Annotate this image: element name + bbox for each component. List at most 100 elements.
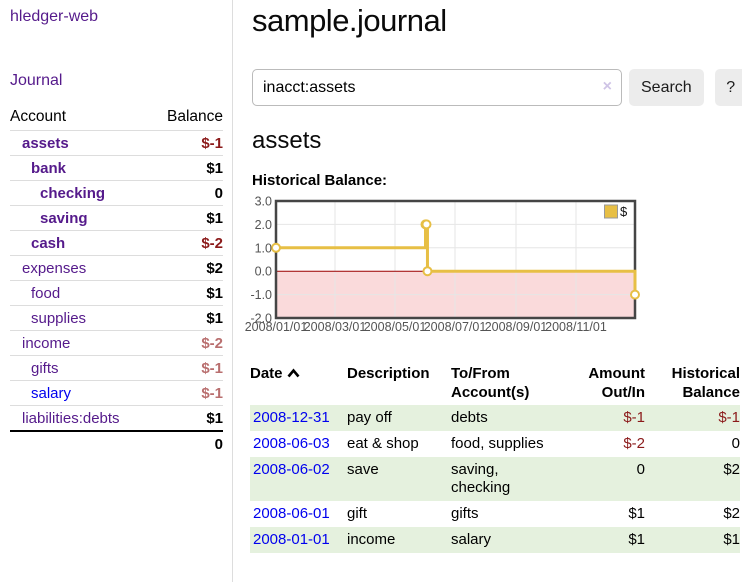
svg-text:2008/03/01: 2008/03/01 [304,320,367,334]
search-form: × Search ? [252,69,742,106]
account-row: supplies $1 [10,305,223,331]
account-balance: $-1 [150,380,223,406]
app-brand-link[interactable]: hledger-web [10,8,99,25]
search-input[interactable] [252,69,622,106]
transaction-accounts: food, supplies [451,435,544,452]
account-balance: $-1 [150,130,223,156]
transaction-balance: $1 [723,531,740,548]
transaction-date-link[interactable]: 2008-01-01 [253,531,330,548]
account-link-bank[interactable]: bank [31,159,67,177]
account-link-salary[interactable]: salary [31,384,72,402]
transaction-amount: $1 [628,531,645,548]
accounts-header-balance: Balance [166,108,223,125]
accounts-header-account: Account [10,108,67,125]
account-row: bank $1 [10,155,223,181]
account-balance: $2 [150,255,223,281]
clear-search-icon[interactable]: × [602,78,612,95]
column-header-description: Description [347,365,430,382]
account-row: gifts $-1 [10,355,223,381]
account-link-saving[interactable]: saving [40,209,88,227]
transactions-table: Date Description To/From Account(s) Amou… [250,361,740,553]
transaction-date-link[interactable]: 2008-06-02 [253,461,330,478]
accounts-total-row: 0 [10,430,223,456]
svg-text:1.0: 1.0 [255,241,272,255]
svg-text:2008/09/01: 2008/09/01 [485,320,548,334]
svg-text:2008/01/01: 2008/01/01 [245,320,307,334]
svg-text:-2.0: -2.0 [250,312,272,326]
transaction-row[interactable]: 2008-01-01 income salary $1 $1 [250,527,740,553]
transaction-accounts: gifts [451,505,479,522]
transaction-row[interactable]: 2008-12-31 pay off debts $-1 $-1 [250,405,740,431]
account-row: cash $-2 [10,230,223,256]
account-link-checking[interactable]: checking [40,184,106,202]
chart-label: Historical Balance: [252,172,388,189]
transaction-row[interactable]: 2008-06-03 eat & shop food, supplies $-2… [250,431,740,457]
account-balance: $1 [150,155,223,181]
transaction-description: gift [347,505,368,522]
column-header-date[interactable]: Date [250,361,347,405]
main-content: sample.journal × Search ? assets Histori… [233,0,742,582]
transaction-amount: $-1 [623,409,645,426]
transaction-description: income [347,531,396,548]
transaction-accounts: debts [451,409,488,426]
transaction-row[interactable]: 2008-06-01 gift gifts $1 $2 [250,501,740,527]
transaction-balance: $-1 [718,409,740,426]
transaction-accounts: salary [451,531,492,548]
svg-text:2008/07/01: 2008/07/01 [424,320,487,334]
account-link-income[interactable]: income [22,334,71,352]
page-title: sample.journal [252,3,447,38]
svg-text:2008/05/01: 2008/05/01 [364,320,427,334]
account-row: checking 0 [10,180,223,206]
account-row: assets $-1 [10,130,223,156]
account-link-gifts[interactable]: gifts [31,359,59,377]
transaction-description: save [347,461,379,478]
account-row: expenses $2 [10,255,223,281]
transaction-amount: $1 [628,505,645,522]
account-row: liabilities:debts $1 [10,405,223,431]
account-balance: $1 [150,405,223,431]
account-balance: $-1 [150,355,223,381]
sort-ascending-icon [283,365,300,382]
account-link-expenses[interactable]: expenses [22,259,87,277]
account-balance: $1 [150,305,223,331]
account-link-supplies[interactable]: supplies [31,309,87,327]
account-link-food[interactable]: food [31,284,61,302]
transaction-balance: 0 [731,435,740,452]
svg-text:2008/11/01: 2008/11/01 [545,320,607,334]
svg-text:0.0: 0.0 [255,265,272,279]
transaction-date-link[interactable]: 2008-06-01 [253,505,330,522]
column-header-accounts: To/From Account(s) [451,365,530,401]
account-balance: $-2 [150,330,223,356]
transaction-date-link[interactable]: 2008-06-03 [253,435,330,452]
help-button[interactable]: ? [714,69,742,106]
transaction-amount: 0 [636,461,645,478]
accounts-total-value: 0 [150,430,223,456]
account-balance: 0 [150,180,223,206]
search-button[interactable]: Search [629,69,704,106]
account-balance: $-2 [150,230,223,256]
transaction-description: pay off [347,409,392,426]
account-link-cash[interactable]: cash [31,234,66,252]
accounts-table: Account Balance assets $-1 bank $1 checkin… [10,103,223,456]
account-row: income $-2 [10,330,223,356]
sidebar: hledger-web Journal Account Balance asse… [0,0,233,582]
transaction-amount: $-2 [623,435,645,452]
account-row: salary $-1 [10,380,223,406]
svg-text:-1.0: -1.0 [250,288,272,302]
transaction-balance: $2 [723,505,740,522]
account-link-assets[interactable]: assets [22,134,69,152]
transaction-balance: $2 [723,461,740,478]
transaction-description: eat & shop [347,435,419,452]
transaction-date-link[interactable]: 2008-12-31 [253,409,330,426]
account-link-liabilities-debts[interactable]: liabilities:debts [22,409,120,427]
transaction-row[interactable]: 2008-06-02 save saving, checking 0 $2 [250,457,740,501]
column-header-amount: Amount Out/In [588,365,645,401]
sidebar-item-journal[interactable]: Journal [10,72,63,89]
transaction-accounts: saving, checking [451,461,511,496]
account-row: food $1 [10,280,223,306]
account-row: saving $1 [10,205,223,231]
historical-balance-chart: $3.0 2.0 1.0 0.0 -1.0 -2.0 2008/01/01 2008/03/0… [245,194,742,341]
account-balance: $1 [150,280,223,306]
svg-text:$: $ [620,204,628,219]
